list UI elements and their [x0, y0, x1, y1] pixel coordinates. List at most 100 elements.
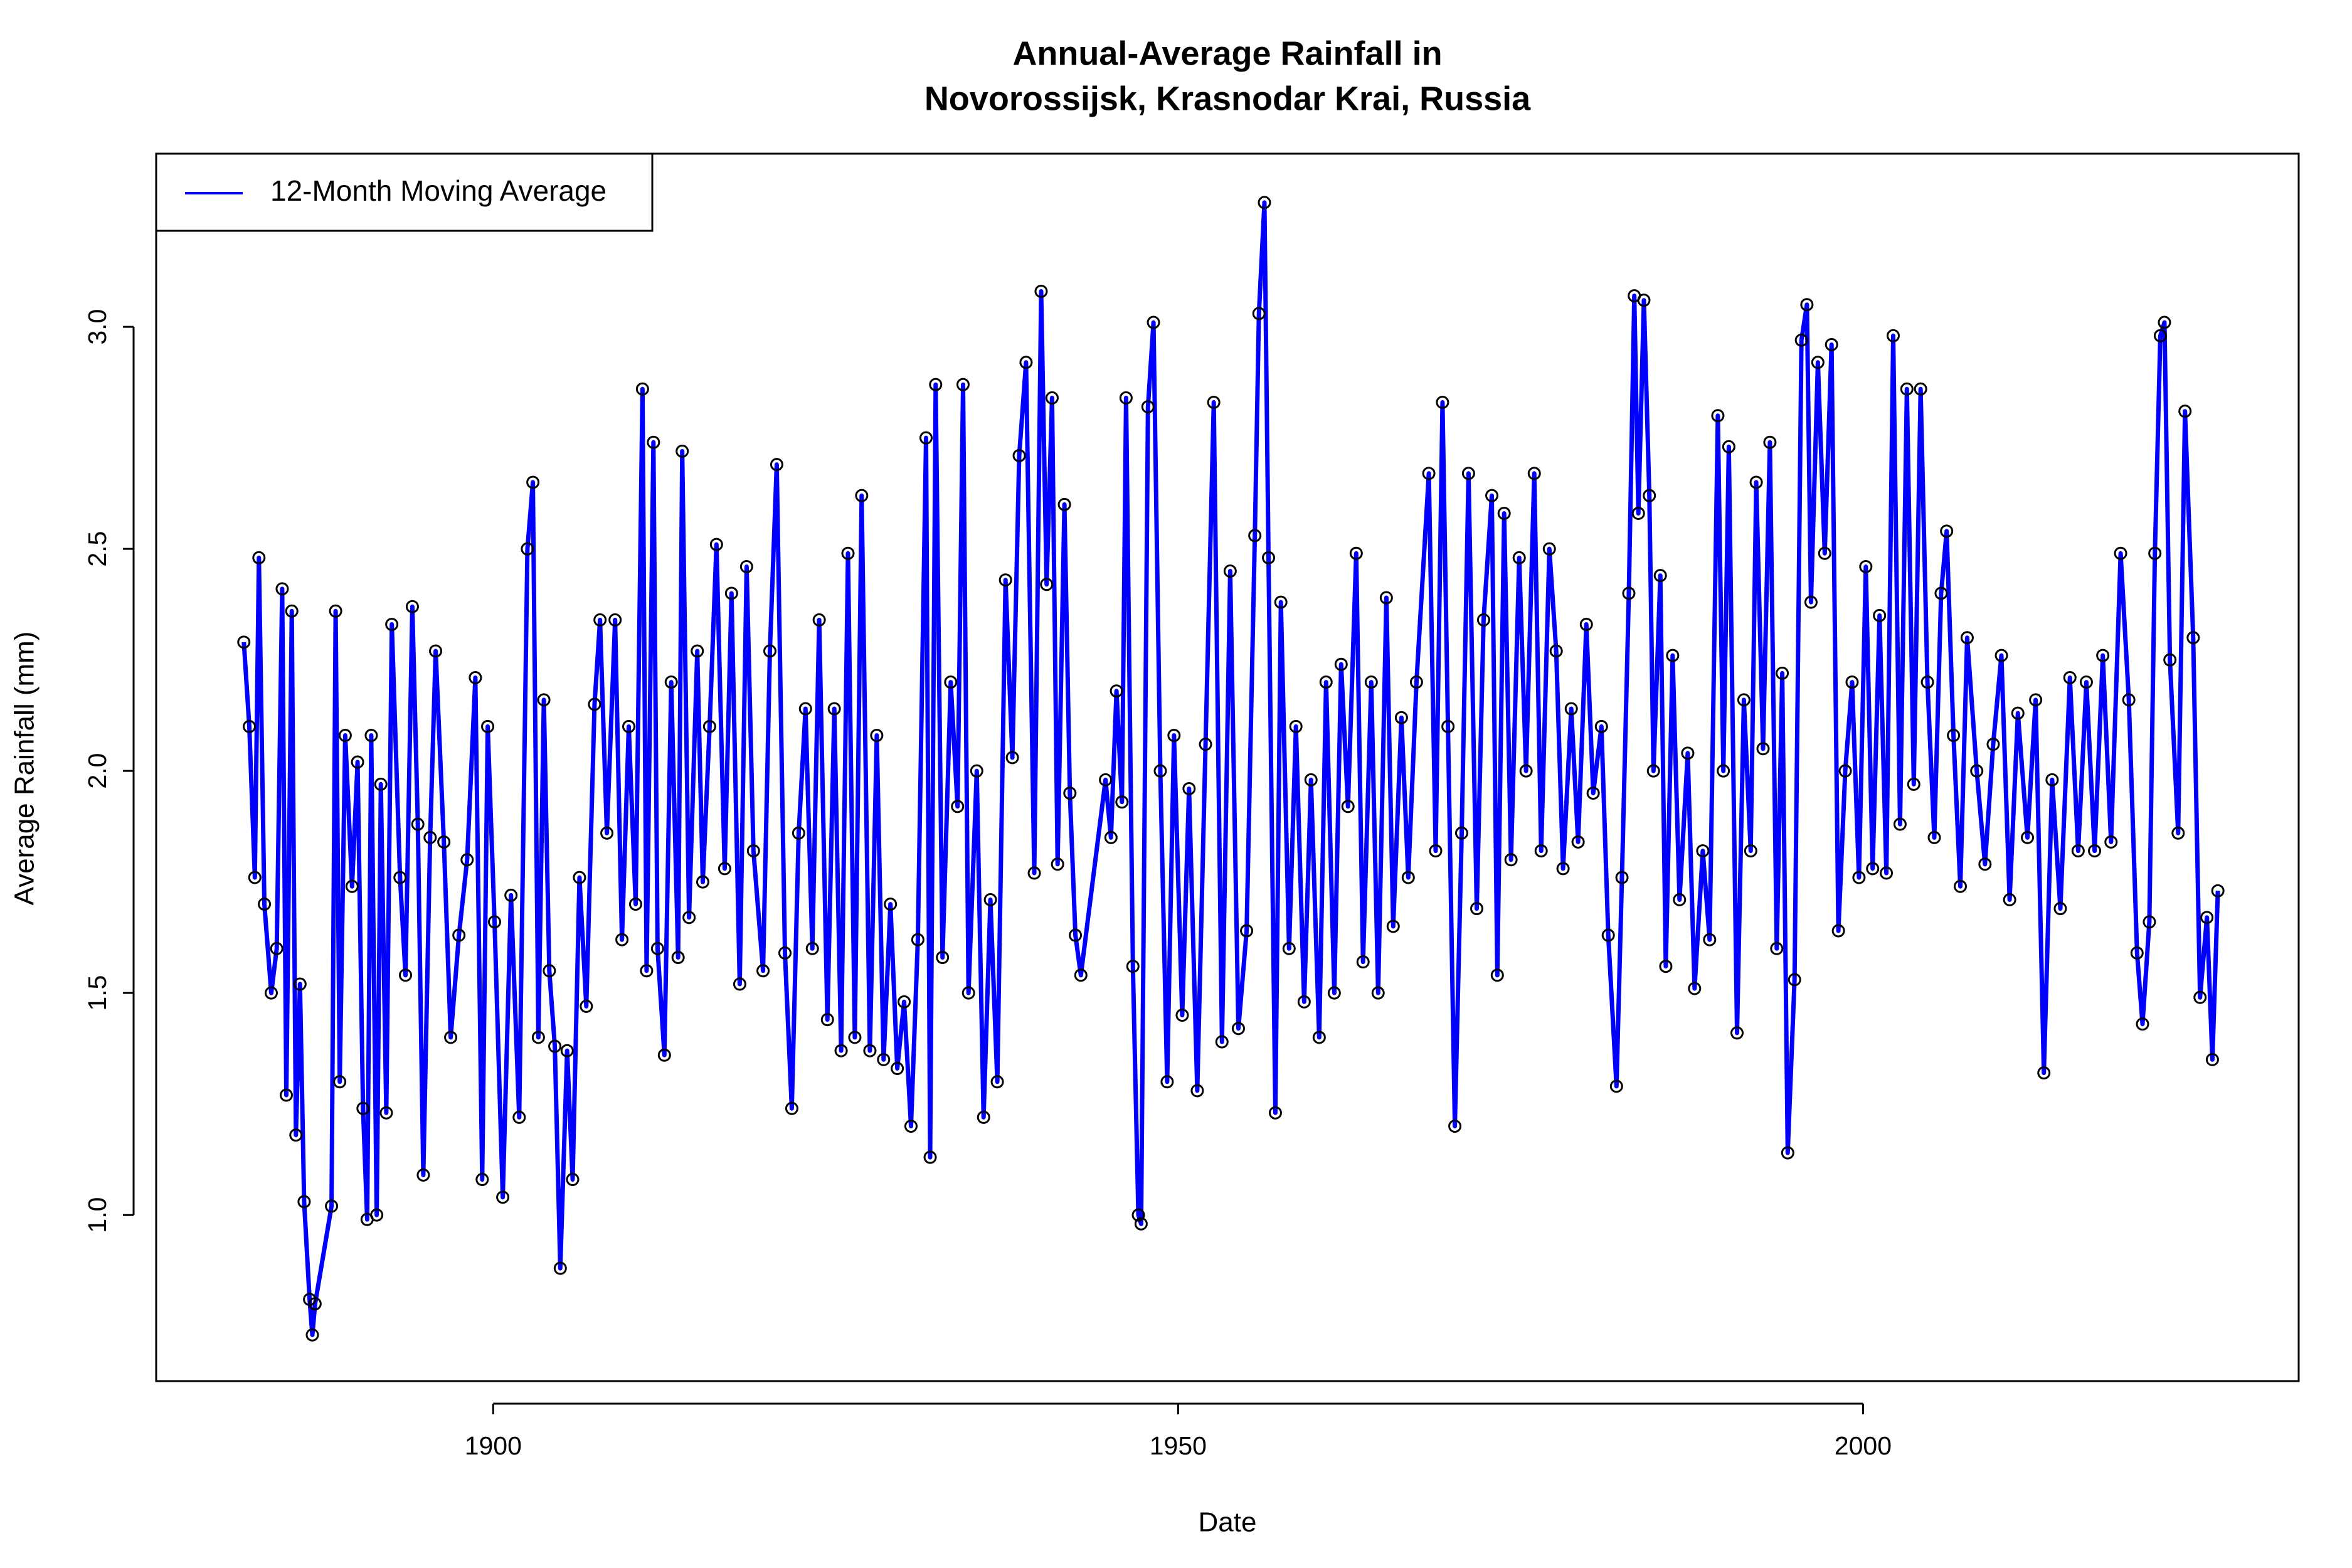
data-point	[657, 1048, 671, 1062]
data-point	[2063, 670, 2077, 684]
data-point	[1954, 879, 1968, 893]
data-point	[970, 764, 983, 778]
data-point	[1019, 356, 1033, 369]
data-point	[526, 475, 540, 489]
data-point	[333, 1075, 347, 1089]
data-point	[1960, 631, 1974, 645]
data-point	[724, 586, 738, 600]
data-point	[608, 613, 622, 627]
data-point	[1852, 871, 1866, 884]
data-point	[2186, 631, 2200, 645]
data-point	[2178, 405, 2192, 418]
data-point	[351, 755, 364, 769]
data-point	[1490, 968, 1504, 982]
data-point	[399, 968, 413, 982]
data-point	[1448, 1120, 1462, 1133]
data-point	[841, 546, 855, 560]
data-point	[820, 1013, 834, 1027]
data-point	[999, 573, 1012, 587]
data-point	[1564, 702, 1578, 716]
data-point	[1722, 440, 1735, 453]
data-point	[460, 853, 474, 867]
data-point	[1063, 787, 1077, 800]
data-point	[1231, 1022, 1245, 1036]
data-point	[444, 1030, 458, 1044]
data-point	[1040, 578, 1054, 591]
data-point	[1681, 746, 1695, 760]
data-point	[258, 898, 272, 911]
data-point	[1534, 844, 1548, 858]
data-point	[1579, 618, 1593, 632]
data-point	[1571, 835, 1585, 849]
data-point	[1730, 1026, 1744, 1040]
data-point	[1673, 893, 1687, 906]
data-point	[1880, 866, 1894, 880]
data-point	[2037, 1066, 2051, 1080]
data-point	[405, 600, 419, 613]
data-point	[2096, 649, 2110, 662]
legend: 12-Month Moving Average	[155, 152, 654, 232]
y-tick-label: 2.5	[83, 531, 112, 567]
data-point	[1542, 542, 1556, 556]
x-axis-label: Date	[1199, 1507, 1257, 1538]
data-point	[870, 729, 884, 743]
data-point	[1153, 764, 1167, 778]
data-point	[622, 719, 636, 733]
data-point	[675, 444, 689, 458]
data-point	[944, 675, 958, 689]
data-point	[1900, 382, 1914, 396]
data-point	[904, 1120, 918, 1133]
data-point	[1175, 1009, 1189, 1022]
data-point	[805, 941, 819, 955]
data-point	[1586, 787, 1600, 800]
data-point	[863, 1044, 877, 1057]
data-point	[1594, 719, 1608, 733]
data-point	[356, 1101, 370, 1115]
data-point	[1327, 986, 1341, 1000]
data-point	[1920, 675, 1934, 689]
data-point	[1401, 871, 1415, 884]
y-tick-label: 3.0	[83, 309, 112, 345]
data-point	[911, 933, 924, 946]
data-point	[855, 489, 869, 502]
data-point	[2158, 315, 2171, 329]
data-point	[293, 977, 307, 991]
data-point	[1485, 489, 1499, 502]
data-point	[1074, 968, 1088, 982]
data-point	[593, 613, 607, 627]
data-point	[487, 915, 501, 929]
data-point	[1886, 329, 1900, 342]
data-point	[469, 670, 482, 684]
data-point	[2153, 329, 2167, 342]
data-point	[1859, 559, 1873, 573]
data-point	[635, 382, 649, 396]
y-tick-label: 1.5	[83, 975, 112, 1011]
data-point	[1258, 196, 1271, 209]
data-point	[718, 862, 731, 876]
data-point	[1831, 924, 1845, 938]
data-point	[504, 888, 518, 902]
data-point	[600, 826, 614, 840]
data-point	[1927, 830, 1941, 844]
data-point	[792, 826, 805, 840]
data-point	[1045, 391, 1059, 405]
data-point	[1770, 941, 1784, 955]
data-point	[1756, 742, 1770, 756]
data-point	[1838, 764, 1852, 778]
data-point	[1341, 800, 1355, 813]
data-point	[1703, 933, 1717, 946]
data-point	[1104, 830, 1118, 844]
data-point	[1601, 928, 1615, 942]
data-point	[1356, 955, 1370, 969]
data-point	[1781, 1146, 1794, 1160]
data-point	[785, 1101, 798, 1115]
data-point	[733, 977, 746, 991]
data-point	[628, 898, 642, 911]
data-point	[827, 702, 841, 716]
data-point	[923, 1150, 937, 1164]
data-point	[770, 458, 783, 472]
x-tick-label: 2000	[1835, 1431, 1892, 1460]
data-point	[393, 871, 407, 884]
data-point	[1110, 684, 1123, 698]
data-point	[1134, 1217, 1148, 1231]
